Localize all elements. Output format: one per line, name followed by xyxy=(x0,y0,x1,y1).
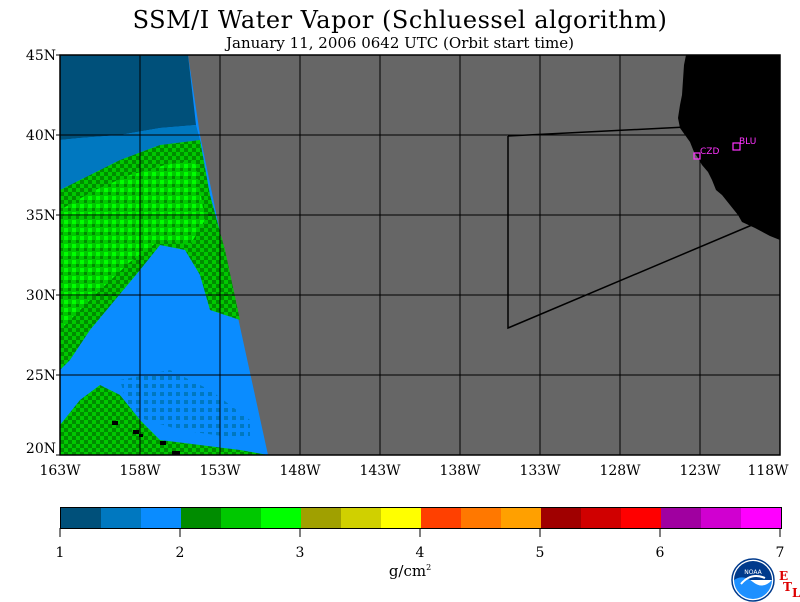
colorbar-units: g/cm2 xyxy=(380,562,440,580)
lat-label-45n: 45N xyxy=(25,48,56,64)
colorbar-label-4: 4 xyxy=(415,545,425,561)
lon-label-158w: 158W xyxy=(119,463,161,479)
colorbar-swatch xyxy=(301,508,341,528)
colorbar-swatch xyxy=(501,508,541,528)
colorbar-label-2: 2 xyxy=(175,545,185,561)
colorbar-swatch xyxy=(101,508,141,528)
vapor-band-south-green xyxy=(60,385,268,455)
station-czd-label: CZD xyxy=(700,147,720,157)
colorbar-label-7: 7 xyxy=(775,545,785,561)
colorbar-label-1: 1 xyxy=(55,545,65,561)
swath-boundary xyxy=(507,136,753,330)
lon-label-153w: 153W xyxy=(199,463,241,479)
station-blu-label: BLU xyxy=(739,137,757,147)
lat-label-40n: 40N xyxy=(25,128,56,144)
colorbar-label-3: 3 xyxy=(295,545,305,561)
colorbar-swatch xyxy=(541,508,581,528)
lon-label-128w: 128W xyxy=(599,463,641,479)
lon-label-133w: 133W xyxy=(519,463,561,479)
station-czd-marker xyxy=(693,152,701,160)
map-subtitle: January 11, 2006 0642 UTC (Orbit start t… xyxy=(226,34,574,52)
colorbar-label-6: 6 xyxy=(655,545,665,561)
colorbar-swatch xyxy=(181,508,221,528)
lon-label-138w: 138W xyxy=(439,463,481,479)
colorbar-label-5: 5 xyxy=(535,545,545,561)
colorbar-swatch xyxy=(141,508,181,528)
colorbar-swatch xyxy=(741,508,781,528)
map-frame xyxy=(59,54,781,456)
vapor-band-dark-blue xyxy=(60,55,196,140)
vapor-band-mid-blue xyxy=(60,125,200,190)
lon-label-118w: 118W xyxy=(747,463,789,479)
map-gridlines xyxy=(60,55,780,455)
units-text: g/cm xyxy=(388,562,427,580)
california-land xyxy=(678,55,780,240)
colorbar-swatch xyxy=(341,508,381,528)
vapor-band-bright-green xyxy=(60,160,205,330)
lat-label-35n: 35N xyxy=(25,208,56,224)
lat-label-25n: 25N xyxy=(25,368,56,384)
lon-label-123w: 123W xyxy=(679,463,721,479)
colorbar-swatch xyxy=(421,508,461,528)
colorbar-swatch xyxy=(621,508,661,528)
colorbar-swatch xyxy=(261,508,301,528)
map-title: SSM/I Water Vapor (Schluessel algorithm) xyxy=(132,6,668,34)
etl-letter-t: T xyxy=(783,580,792,594)
etl-letter-l: L xyxy=(792,586,800,600)
noaa-logo-icon: NOAA xyxy=(731,558,775,602)
hawaii-islands xyxy=(112,421,180,455)
colorbar-swatch xyxy=(221,508,261,528)
colorbar-swatch xyxy=(661,508,701,528)
colorbar xyxy=(60,507,782,529)
vapor-band-blue-textured xyxy=(120,370,250,440)
lon-label-148w: 148W xyxy=(279,463,321,479)
colorbar-swatch xyxy=(381,508,421,528)
colorbar-swatch xyxy=(61,508,101,528)
colorbar-swatch xyxy=(701,508,741,528)
units-exponent: 2 xyxy=(426,563,432,572)
lat-label-30n: 30N xyxy=(25,288,56,304)
noaa-logo-text: NOAA xyxy=(744,569,762,576)
colorbar-swatch xyxy=(581,508,621,528)
lon-label-143w: 143W xyxy=(359,463,401,479)
station-blu-marker xyxy=(732,142,741,151)
etl-letter-e: E xyxy=(779,569,789,583)
lon-label-163w: 163W xyxy=(39,463,81,479)
colorbar-swatch xyxy=(461,508,501,528)
lat-label-20n: 20N xyxy=(25,441,56,457)
